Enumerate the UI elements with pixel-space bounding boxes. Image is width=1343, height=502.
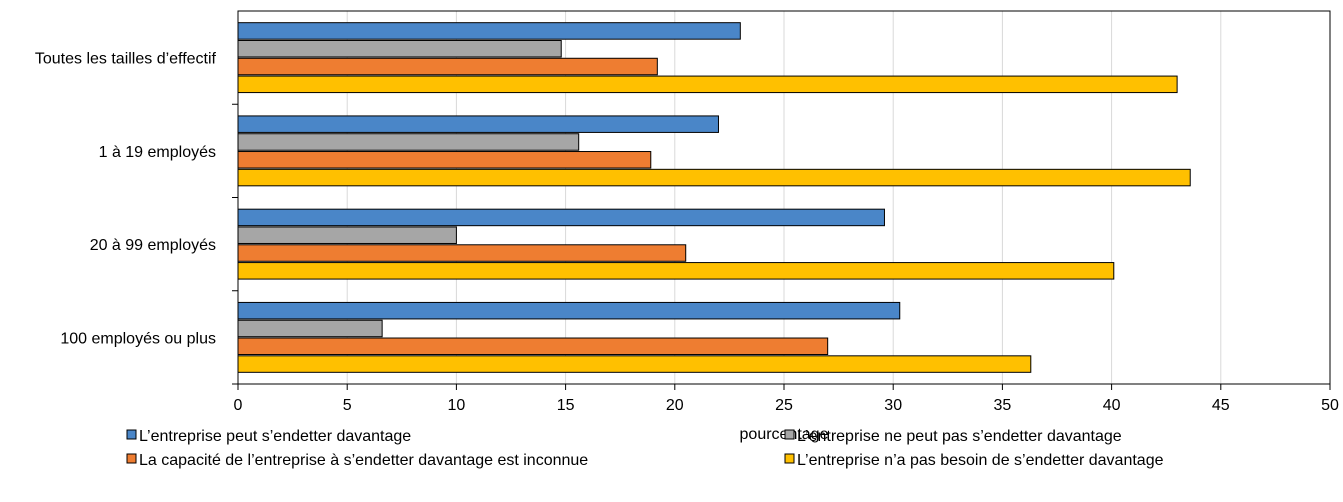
- legend-item: L’entreprise peut s’endetter davantage: [126, 428, 411, 445]
- x-axis-tick-labels: 0 5 10 15 20 25 30 35 40 45 50: [234, 397, 1339, 414]
- legend-swatch: [784, 429, 795, 440]
- bars: [237, 22, 1191, 373]
- y-tick-label: 1 à 19 employés: [99, 144, 216, 161]
- bar: [237, 133, 580, 151]
- x-tick-label: 15: [557, 397, 575, 414]
- bar: [237, 115, 719, 133]
- x-tick-label: 0: [234, 397, 243, 414]
- bar: [237, 355, 1032, 373]
- x-axis-title: pourcentage: [740, 426, 829, 443]
- bar: [237, 57, 658, 76]
- bar: [237, 22, 741, 40]
- legend-item: L’entreprise n’a pas besoin de s’endette…: [784, 452, 1164, 469]
- bar: [237, 151, 652, 169]
- y-tick-label: 100 employés ou plus: [60, 330, 216, 347]
- legend-swatch: [126, 453, 137, 464]
- x-tick-label: 45: [1212, 397, 1230, 414]
- legend-label: L’entreprise peut s’endetter davantage: [139, 428, 411, 445]
- y-axis-labels: Toutes les tailles d’effectif 1 à 19 empl…: [35, 51, 238, 385]
- bar: [237, 208, 885, 227]
- x-tick-label: 35: [994, 397, 1012, 414]
- y-tick-label: 20 à 99 employés: [90, 237, 216, 254]
- x-tick-label: 10: [448, 397, 466, 414]
- bar: [237, 226, 457, 244]
- bar: [237, 75, 1178, 94]
- legend: L’entreprise peut s’endetter davantage L’…: [126, 428, 1164, 469]
- legend-label: L’entreprise n’a pas besoin de s’endette…: [797, 452, 1164, 469]
- bar: [237, 301, 901, 320]
- bar: [237, 168, 1191, 187]
- legend-swatch: [784, 453, 795, 464]
- bar: [237, 319, 383, 338]
- x-tick-label: 30: [884, 397, 902, 414]
- x-tick-label: 50: [1321, 397, 1339, 414]
- y-tick-label: Toutes les tailles d’effectif: [35, 51, 217, 68]
- x-tick-label: 40: [1103, 397, 1121, 414]
- legend-item: La capacité de l’entreprise à s’endetter…: [126, 452, 588, 469]
- x-tick-label: 5: [343, 397, 352, 414]
- legend-swatch: [126, 429, 137, 440]
- bar: [237, 337, 829, 356]
- bar: [237, 244, 687, 262]
- bar: [237, 39, 562, 58]
- legend-item: L’entreprise ne peut pas s’endetter dava…: [784, 428, 1122, 445]
- x-tick-label: 25: [775, 397, 793, 414]
- bar: [237, 262, 1115, 280]
- legend-label: La capacité de l’entreprise à s’endetter…: [139, 452, 588, 469]
- legend-label: L’entreprise ne peut pas s’endetter dava…: [797, 428, 1122, 445]
- x-tick-label: 20: [666, 397, 684, 414]
